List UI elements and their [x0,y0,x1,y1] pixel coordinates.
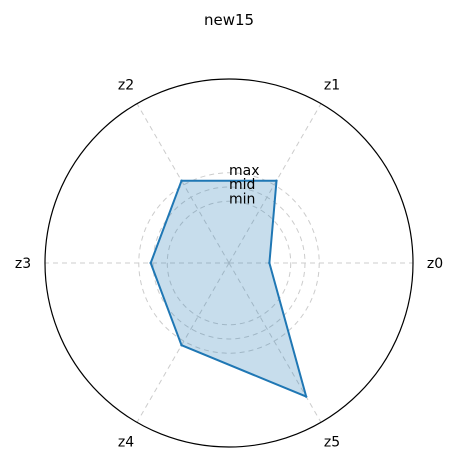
spoke-line-z4 [136,262,230,423]
ring-label-min: min [229,191,255,207]
grid-ring-max [138,172,320,354]
spoke-line-z1 [228,103,322,264]
spoke-line-z2 [136,103,230,264]
category-label-z3: z3 [15,256,31,272]
data-point-z0 [268,261,271,265]
category-label-z2: z2 [118,78,134,94]
category-label-z1: z1 [324,78,340,94]
category-label-z0: z0 [427,256,443,272]
data-point-z4 [180,344,183,347]
category-label-z5: z5 [324,434,340,450]
ring-label-mid: mid [229,177,255,193]
series-layer [149,179,308,398]
grid-ring-mid [152,186,306,340]
chart-title: new15 [204,11,254,29]
data-point-z1 [275,179,278,182]
outer-circle [44,78,414,448]
data-point-z3 [149,261,152,265]
grid-layer [44,78,414,448]
data-point-z2 [180,179,183,182]
category-label-z4: z4 [118,434,134,450]
series-polygon-0 [149,179,308,398]
grid-ring-min [166,200,292,326]
data-point-z5 [304,395,308,398]
ring-label-max: max [229,163,260,179]
